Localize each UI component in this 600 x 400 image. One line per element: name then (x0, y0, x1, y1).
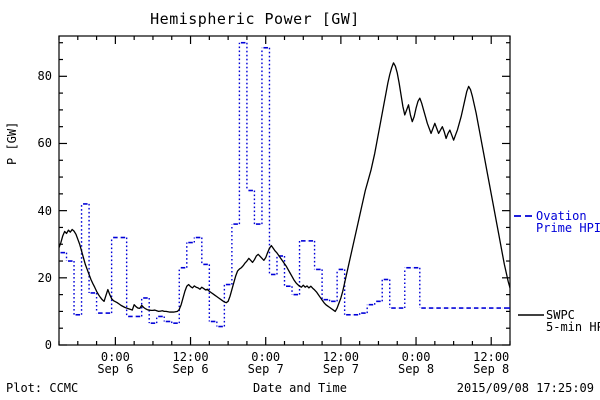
y-tick-label: 40 (37, 203, 52, 218)
x-tick-time: 0:00 (100, 350, 130, 364)
x-tick-time: 12:00 (322, 350, 359, 364)
x-tick-date: Sep 7 (247, 362, 284, 376)
y-tick-label: 0 (44, 338, 52, 352)
y-tick-label: 80 (37, 69, 52, 84)
x-tick-date: Sep 6 (172, 362, 209, 376)
x-tick-date: Sep 8 (473, 362, 510, 376)
x-tick-label: 12:00 Sep 8 (456, 351, 526, 375)
footer-credit: Plot: CCMC (6, 381, 79, 395)
x-tick-time: 0:00 (401, 350, 431, 364)
axis-ticks (58, 36, 511, 346)
legend-label-swpc: SWPC 5-min HPI (546, 309, 600, 333)
legend-swpc-line1: SWPC (546, 308, 575, 322)
x-tick-label: 12:00 Sep 6 (156, 351, 226, 375)
x-tick-label: 12:00 Sep 7 (306, 351, 376, 375)
x-tick-time: 12:00 (473, 350, 510, 364)
series-ovation-prime-hpi (60, 41, 510, 328)
x-tick-date: Sep 6 (97, 362, 134, 376)
legend-swpc-line2: 5-min HPI (546, 320, 600, 334)
legend-ovation-line1: Ovation (536, 209, 587, 223)
legend-label-ovation: Ovation Prime HPI (536, 210, 600, 234)
legend-sample-lines (514, 215, 544, 316)
x-tick-date: Sep 7 (322, 362, 359, 376)
y-tick-label: 60 (37, 136, 52, 151)
x-tick-label: 0:00 Sep 8 (381, 351, 451, 375)
x-axis-label: Date and Time (253, 381, 347, 395)
x-tick-label: 0:00 Sep 6 (80, 351, 150, 375)
series-swpc-5min-hpi (59, 62, 510, 313)
footer-timestamp: 2015/09/08 17:25:09 (456, 381, 594, 395)
x-tick-time: 0:00 (251, 350, 281, 364)
x-tick-time: 12:00 (172, 350, 209, 364)
legend-ovation-line2: Prime HPI (536, 221, 600, 235)
x-tick-label: 0:00 Sep 7 (231, 351, 301, 375)
page-title: Hemispheric Power [GW] (150, 10, 360, 28)
x-tick-date: Sep 8 (397, 362, 435, 376)
y-tick-label: 20 (37, 270, 52, 285)
